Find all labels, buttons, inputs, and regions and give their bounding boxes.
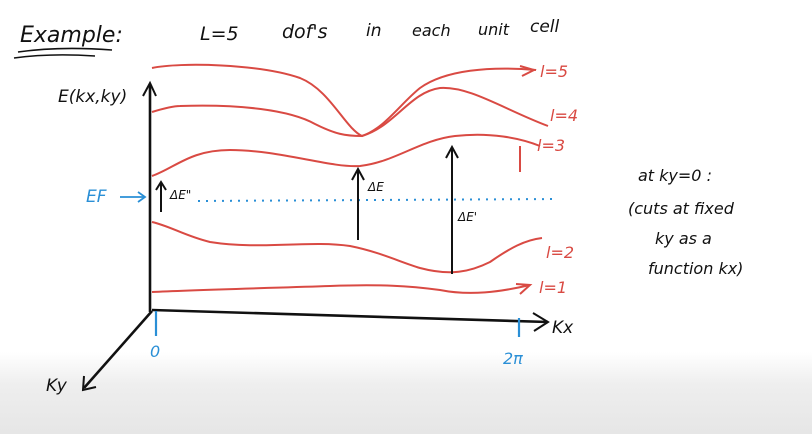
band-l3: [151, 133, 541, 177]
ky-axis-label: Ky: [46, 376, 68, 396]
fermi-level-line: [197, 198, 557, 202]
band-l5: [151, 63, 537, 138]
band-label-l3: l=3: [537, 136, 565, 155]
ky-axis: [83, 310, 153, 389]
band-label-l2: l=2: [546, 243, 574, 262]
origin-label: 0: [150, 342, 160, 361]
statement-unit: unit: [478, 20, 510, 39]
band-l2: [151, 221, 543, 274]
band-label-l5: l=5: [540, 62, 568, 81]
fermi-label: EF: [86, 187, 107, 207]
kx-end-label: 2π: [503, 349, 523, 368]
video-bottom-band: [0, 352, 812, 434]
band-label-l4: l=4: [550, 106, 578, 125]
energy-bands: [151, 63, 549, 295]
energy-axis-arrowhead: [142, 80, 157, 97]
gap-arrow-middle-head: [351, 166, 365, 181]
energy-axis-label: E(kx,ky): [58, 87, 127, 107]
kx-axis-arrowhead: [532, 312, 550, 332]
fermi-pointer-head: [137, 191, 147, 203]
example-underline-2: [13, 54, 96, 59]
gap-arrow-left-head: [155, 180, 167, 191]
statement-in: in: [366, 21, 382, 41]
statement-each: each: [412, 21, 451, 40]
statement-dofs: dof's: [282, 21, 328, 43]
band-l1-arrowhead: [515, 283, 533, 295]
kx-axis-label: Kx: [552, 318, 574, 338]
gap-label-middle: ΔE: [367, 180, 384, 194]
ky-axis-arrowhead: [81, 375, 97, 392]
note-line-2: (cuts at fixed: [628, 199, 735, 218]
statement-l: L=5: [200, 23, 239, 45]
gap-arrows: [155, 144, 459, 274]
note-line-1: at ky=0 :: [638, 166, 712, 185]
kx-axis: [151, 308, 549, 324]
example-label: Example:: [20, 23, 123, 48]
band-label-l1: l=1: [539, 278, 567, 297]
gap-arrow-right-head: [445, 144, 459, 159]
gap-label-right: ΔE': [457, 210, 477, 224]
note-line-4: function kx): [648, 259, 743, 278]
statement-cell: cell: [530, 17, 560, 37]
gap-label-left: ΔE": [169, 188, 191, 202]
note-line-3: ky as a: [655, 229, 712, 248]
band-l1: [151, 284, 531, 294]
band-l4: [151, 86, 549, 138]
band-l5-arrowhead: [519, 65, 537, 77]
example-underline: [17, 47, 113, 53]
